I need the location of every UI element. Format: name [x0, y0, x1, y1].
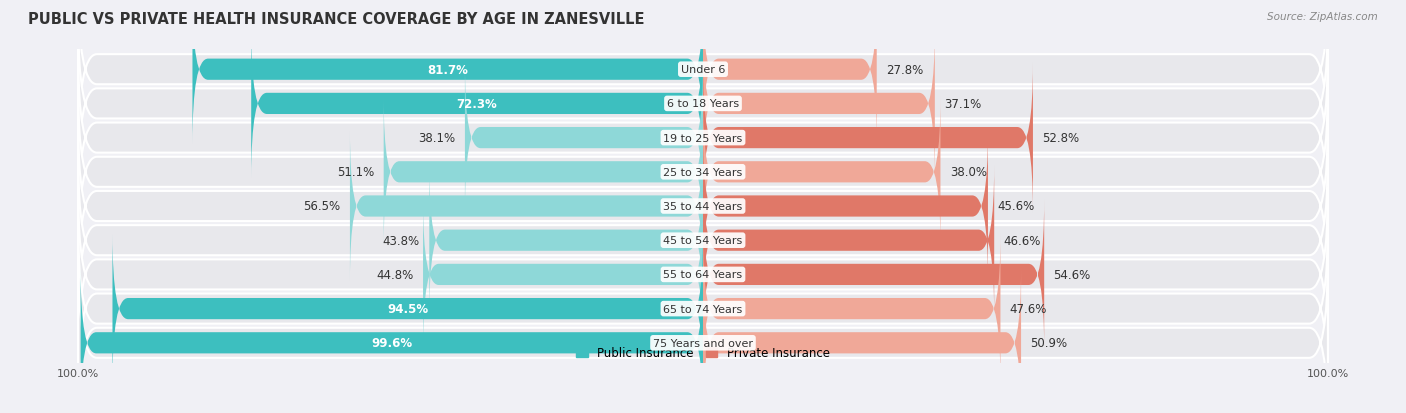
Text: 75 Years and over: 75 Years and over	[652, 338, 754, 348]
Text: 72.3%: 72.3%	[457, 97, 498, 111]
Text: 52.8%: 52.8%	[1042, 132, 1080, 145]
FancyBboxPatch shape	[193, 0, 703, 145]
Text: 46.6%: 46.6%	[1004, 234, 1040, 247]
FancyBboxPatch shape	[79, 221, 1327, 396]
Text: 6 to 18 Years: 6 to 18 Years	[666, 99, 740, 109]
FancyBboxPatch shape	[423, 200, 703, 349]
Text: 54.6%: 54.6%	[1053, 268, 1091, 281]
FancyBboxPatch shape	[79, 153, 1327, 328]
FancyBboxPatch shape	[703, 29, 935, 179]
Text: 47.6%: 47.6%	[1010, 302, 1047, 316]
FancyBboxPatch shape	[79, 51, 1327, 225]
FancyBboxPatch shape	[79, 256, 1327, 413]
FancyBboxPatch shape	[79, 85, 1327, 260]
Text: 35 to 44 Years: 35 to 44 Years	[664, 202, 742, 211]
Text: 37.1%: 37.1%	[945, 97, 981, 111]
FancyBboxPatch shape	[703, 97, 941, 247]
Text: 38.1%: 38.1%	[419, 132, 456, 145]
Text: Source: ZipAtlas.com: Source: ZipAtlas.com	[1267, 12, 1378, 22]
Text: 94.5%: 94.5%	[387, 302, 429, 316]
FancyBboxPatch shape	[703, 166, 994, 316]
FancyBboxPatch shape	[703, 234, 1001, 384]
FancyBboxPatch shape	[79, 0, 1327, 157]
FancyBboxPatch shape	[703, 0, 877, 145]
FancyBboxPatch shape	[112, 234, 703, 384]
FancyBboxPatch shape	[350, 132, 703, 281]
FancyBboxPatch shape	[79, 188, 1327, 362]
Text: 43.8%: 43.8%	[382, 234, 420, 247]
Legend: Public Insurance, Private Insurance: Public Insurance, Private Insurance	[571, 342, 835, 364]
FancyBboxPatch shape	[79, 119, 1327, 294]
FancyBboxPatch shape	[252, 29, 703, 179]
Text: 45.6%: 45.6%	[997, 200, 1035, 213]
FancyBboxPatch shape	[703, 268, 1021, 413]
Text: 44.8%: 44.8%	[377, 268, 413, 281]
FancyBboxPatch shape	[384, 97, 703, 247]
Text: 51.1%: 51.1%	[337, 166, 374, 179]
FancyBboxPatch shape	[465, 64, 703, 213]
FancyBboxPatch shape	[429, 166, 703, 316]
FancyBboxPatch shape	[80, 268, 703, 413]
Text: 55 to 64 Years: 55 to 64 Years	[664, 270, 742, 280]
Text: 99.6%: 99.6%	[371, 337, 412, 349]
FancyBboxPatch shape	[703, 200, 1045, 349]
Text: 50.9%: 50.9%	[1031, 337, 1067, 349]
FancyBboxPatch shape	[703, 64, 1033, 213]
Text: Under 6: Under 6	[681, 65, 725, 75]
FancyBboxPatch shape	[703, 132, 988, 281]
Text: 45 to 54 Years: 45 to 54 Years	[664, 236, 742, 246]
Text: 27.8%: 27.8%	[886, 64, 924, 76]
Text: 65 to 74 Years: 65 to 74 Years	[664, 304, 742, 314]
Text: 19 to 25 Years: 19 to 25 Years	[664, 133, 742, 143]
Text: 25 to 34 Years: 25 to 34 Years	[664, 167, 742, 177]
Text: PUBLIC VS PRIVATE HEALTH INSURANCE COVERAGE BY AGE IN ZANESVILLE: PUBLIC VS PRIVATE HEALTH INSURANCE COVER…	[28, 12, 644, 27]
Text: 38.0%: 38.0%	[950, 166, 987, 179]
FancyBboxPatch shape	[79, 17, 1327, 192]
Text: 56.5%: 56.5%	[304, 200, 340, 213]
Text: 81.7%: 81.7%	[427, 64, 468, 76]
